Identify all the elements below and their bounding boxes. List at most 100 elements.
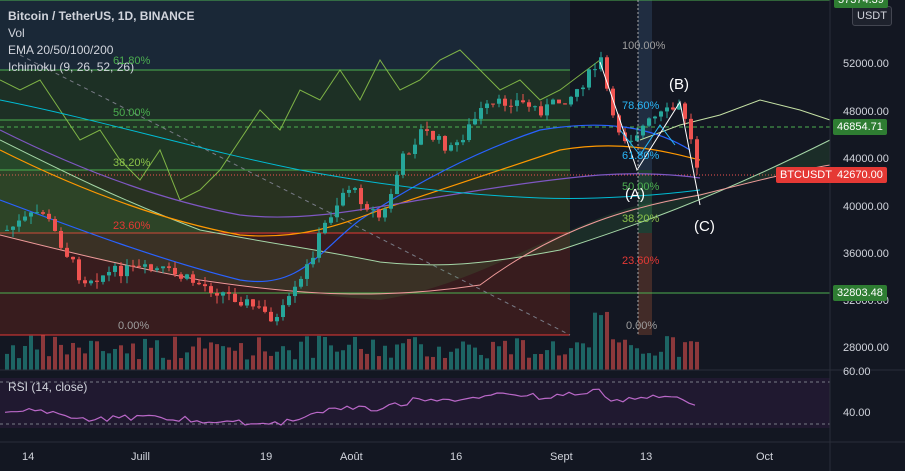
candle-body	[551, 99, 555, 105]
legend-ema[interactable]: EMA 20/50/100/200	[8, 43, 114, 57]
candle-body	[473, 118, 477, 125]
volume-bar	[521, 340, 525, 370]
candle-body	[413, 144, 417, 154]
candle-body	[317, 233, 321, 258]
volume-bar	[539, 353, 543, 370]
candle-body	[347, 189, 351, 193]
legend-vol[interactable]: Vol	[8, 26, 25, 40]
volume-bar	[563, 354, 567, 370]
volume-bar	[287, 350, 291, 370]
candle-body	[617, 115, 621, 133]
volume-bar	[11, 345, 15, 370]
candle-body	[41, 212, 45, 214]
candle-body	[581, 87, 585, 90]
volume-bar	[575, 342, 579, 370]
candle-body	[245, 299, 249, 306]
trend-line	[19, 54, 571, 336]
candle-body	[491, 103, 495, 105]
volume-bar	[569, 348, 573, 370]
candle-body	[659, 111, 663, 117]
candle-body	[263, 306, 267, 312]
volume-bar	[311, 357, 315, 370]
candle-body	[197, 282, 201, 285]
candle-body	[215, 293, 219, 296]
candle-body	[185, 274, 189, 279]
volume-bar	[395, 344, 399, 370]
candle-body	[515, 100, 519, 106]
candle-body	[479, 108, 483, 119]
volume-bar	[611, 339, 615, 370]
candle-body	[419, 129, 423, 145]
candle-body	[65, 247, 69, 257]
volume-bar	[203, 348, 207, 370]
fib-label-left: 61.80%	[113, 55, 151, 67]
candle-body	[545, 104, 549, 116]
candle-body	[521, 100, 525, 103]
volume-bar	[683, 342, 687, 370]
volume-bar	[359, 348, 363, 370]
volume-bar	[371, 339, 375, 370]
candle-body	[635, 135, 639, 141]
volume-bar	[53, 336, 57, 370]
fib-zone-5	[0, 233, 570, 335]
fib-label-left: 38.20%	[113, 157, 151, 169]
candle-body	[677, 103, 681, 110]
volume-bar	[71, 342, 75, 370]
rsi-line	[4, 388, 696, 426]
volume-bar	[665, 336, 669, 370]
ichimoku-lagging	[0, 49, 601, 201]
volume-bar	[293, 359, 297, 370]
candle-body	[665, 107, 669, 112]
fib-zone-1	[0, 0, 570, 70]
candle-body	[497, 98, 501, 104]
volume-bar	[89, 340, 93, 370]
ema-20	[0, 124, 691, 283]
fib-label-right: 23.60%	[622, 255, 660, 267]
ichimoku-conversion	[639, 99, 831, 141]
symbol-title[interactable]: Bitcoin / TetherUS, 1D, BINANCE	[8, 9, 195, 23]
volume-bar	[17, 358, 21, 370]
legend-rsi[interactable]: RSI (14, close)	[8, 380, 88, 394]
legend-ichimoku[interactable]: Ichimoku (9, 26, 52, 26)	[8, 60, 135, 74]
candle-body	[95, 280, 99, 282]
candle-body	[35, 212, 39, 214]
candle-body	[461, 140, 465, 143]
candle-body	[257, 306, 261, 308]
volume-bar	[677, 356, 681, 370]
candle-body	[71, 256, 75, 260]
volume-bar	[35, 349, 39, 370]
candle-body	[449, 145, 453, 151]
candle-body	[311, 257, 315, 265]
volume-bar	[347, 344, 351, 370]
volume-bar	[695, 341, 699, 370]
candle-body	[563, 103, 567, 105]
candle-body	[599, 57, 603, 70]
currency-button[interactable]: USDT	[852, 6, 892, 26]
candle-body	[425, 129, 429, 131]
candle-body	[281, 305, 285, 318]
volume-bar	[647, 353, 651, 370]
volume-series	[5, 311, 699, 370]
candle-body	[329, 217, 333, 223]
volume-bar	[413, 337, 417, 370]
price-axis-label: 52000.00	[843, 58, 889, 70]
ema-100	[0, 129, 701, 218]
candle-body	[131, 265, 135, 267]
volume-bar	[119, 345, 123, 370]
candle-body	[209, 286, 213, 294]
candle-body	[293, 286, 297, 297]
candle-body	[401, 153, 405, 175]
volume-bar	[107, 353, 111, 370]
price-axis-label: 36000.00	[843, 248, 889, 260]
candle-body	[653, 116, 657, 119]
candle-body	[593, 69, 597, 71]
candle-body	[323, 222, 327, 234]
volume-bar	[383, 345, 387, 370]
volume-bar	[215, 344, 219, 370]
wave-label-a: (A)	[625, 186, 645, 203]
volume-bar	[323, 336, 327, 370]
volume-bar	[221, 346, 225, 370]
candle-body	[587, 69, 591, 88]
candle-body	[227, 292, 231, 294]
